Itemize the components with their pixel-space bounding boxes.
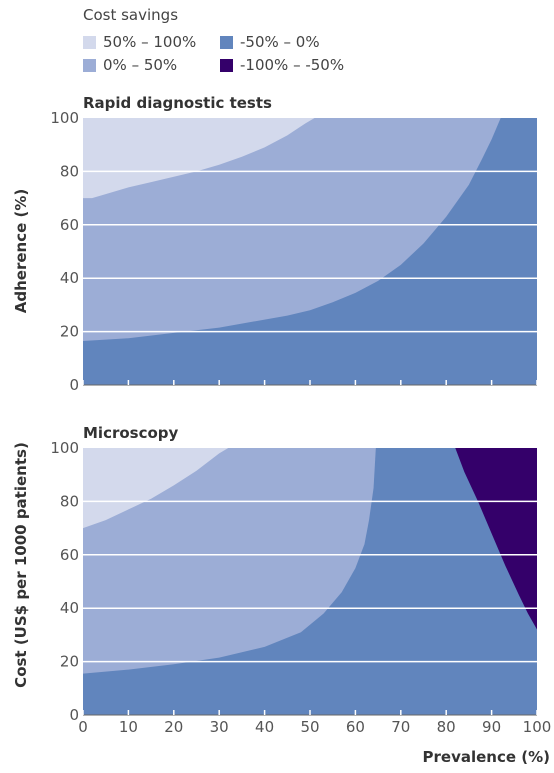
y-axis-label: Cost (US$ per 1000 patients) (12, 442, 30, 688)
legend-label: -100% – -50% (240, 56, 345, 74)
legend-item-0-50: 0% – 50% (83, 55, 177, 75)
legend-label: 0% – 50% (103, 56, 178, 74)
x-tick-label: 10 (119, 718, 138, 736)
x-tick-label: 50 (300, 718, 319, 736)
y-tick-label: 80 (60, 162, 79, 180)
x-tick-label: 100 (523, 718, 552, 736)
x-tick-label: 20 (164, 718, 183, 736)
panel-title: Microscopy (83, 424, 179, 442)
region-0-50 (83, 448, 376, 674)
x-tick-label: 80 (437, 718, 456, 736)
y-tick-label: 60 (60, 546, 79, 564)
y-tick-label: 40 (60, 599, 79, 617)
region-50-100 (83, 448, 229, 529)
y-tick-label: 100 (50, 109, 79, 127)
y-tick-label: 20 (60, 653, 79, 671)
legend-label: -50% – 0% (240, 33, 320, 51)
y-axis-label: Adherence (%) (12, 189, 30, 313)
y-tick-label: 0 (69, 706, 79, 724)
x-tick-label: 40 (255, 718, 274, 736)
region-50-100 (83, 118, 315, 199)
x-tick-label: 90 (482, 718, 501, 736)
x-tick-label: 60 (346, 718, 365, 736)
legend-item-neg50-0: -50% – 0% (220, 32, 320, 52)
x-axis-label: Prevalence (%) (423, 748, 551, 766)
legend-swatch (220, 58, 233, 72)
region-neg100-neg50 (455, 448, 537, 630)
legend-swatch (220, 35, 233, 49)
y-tick-label: 40 (60, 269, 79, 287)
y-tick-label: 60 (60, 216, 79, 234)
legend-title: Cost savings (83, 6, 179, 24)
legend-swatch (83, 35, 96, 49)
legend-swatch (83, 58, 96, 72)
legend: Cost savings 50% – 100% 0% – 50% -50% – … (0, 0, 554, 80)
legend-label: 50% – 100% (103, 33, 197, 51)
y-tick-label: 0 (69, 376, 79, 394)
y-tick-label: 20 (60, 323, 79, 341)
panel-microscopy: 0 10 20 30 40 50 60 70 80 90 100020406080100Micros… (12, 424, 551, 736)
x-tick-label: 0 (78, 718, 88, 736)
y-tick-label: 100 (50, 439, 79, 457)
x-tick-label: 70 (391, 718, 410, 736)
y-tick-label: 80 (60, 492, 79, 510)
panel-title: Rapid diagnostic tests (83, 94, 272, 112)
region-0-50 (83, 118, 501, 341)
x-tick-label: 30 (210, 718, 229, 736)
legend-item-50-100: 50% – 100% (83, 32, 196, 52)
legend-item-neg100-neg50: -100% – -50% (220, 55, 344, 75)
